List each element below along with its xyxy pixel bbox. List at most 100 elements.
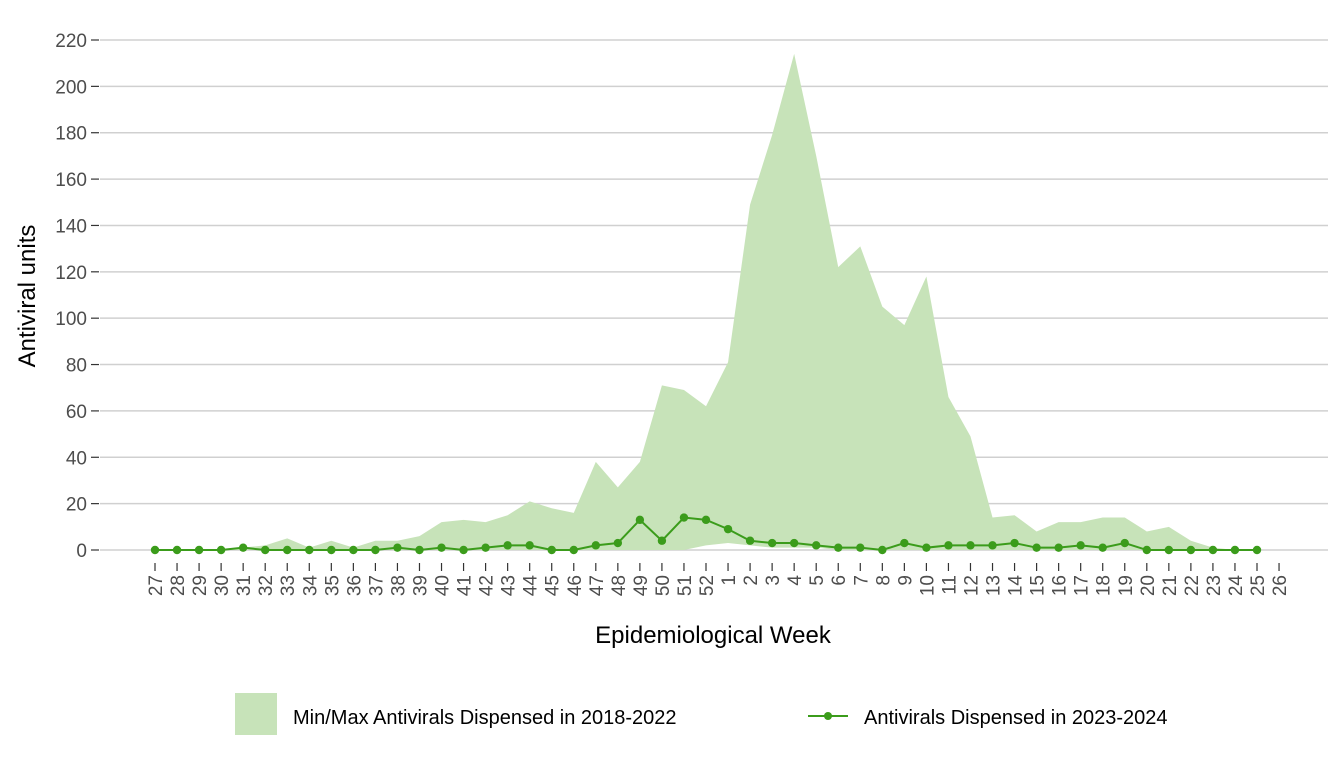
data-point [437, 543, 446, 552]
data-point [1252, 545, 1262, 555]
data-point [878, 545, 887, 555]
x-tick-label: 16 [1050, 575, 1071, 596]
y-tick-label: 220 [55, 31, 87, 52]
data-point [238, 543, 248, 552]
x-tick-label: 38 [388, 575, 409, 596]
data-point [613, 538, 623, 548]
y-tick-label: 180 [55, 124, 87, 145]
x-tick-label: 52 [697, 575, 718, 596]
data-point [194, 545, 204, 555]
legend: Min/Max Antivirals Dispensed in 2018-202… [235, 693, 1168, 735]
x-tick-label: 41 [455, 575, 476, 596]
data-point [172, 545, 182, 555]
legend-swatch-min-max [235, 693, 277, 735]
x-tick-label: 33 [278, 575, 299, 596]
y-tick-label: 160 [55, 170, 87, 191]
data-point [1010, 538, 1019, 548]
data-point [1164, 545, 1174, 555]
data-point [349, 545, 358, 555]
x-tick-label: 5 [807, 575, 828, 586]
x-tick-label: 51 [675, 575, 696, 596]
data-point [966, 541, 975, 550]
data-point [525, 541, 534, 550]
x-tick-label: 8 [873, 575, 894, 586]
min-max-ribbon [155, 53, 1280, 550]
x-tick-label: 13 [984, 575, 1005, 596]
x-tick-label: 29 [190, 575, 211, 596]
x-tick-label: 39 [410, 575, 431, 596]
data-point [701, 515, 711, 525]
y-axis-title: Antiviral units [14, 225, 41, 368]
x-tick-label: 34 [300, 575, 321, 597]
x-tick-label: 1 [719, 575, 740, 586]
x-tick-label: 31 [234, 575, 255, 596]
y-tick-label: 100 [55, 309, 87, 330]
x-tick-label: 22 [1182, 575, 1203, 596]
x-tick-label: 26 [1270, 575, 1291, 596]
x-tick-label: 7 [851, 575, 872, 586]
x-tick-label: 28 [168, 575, 189, 596]
x-tick-label: 50 [653, 575, 674, 596]
x-axis: 27 28 29 30 31 32 33 34 35 36 37 38 39 40 41 42 43 44 45 46… [146, 563, 1291, 596]
x-tick-label: 17 [1072, 575, 1093, 596]
data-point [657, 536, 667, 545]
x-tick-label: 36 [344, 575, 365, 596]
x-tick-label: 24 [1226, 575, 1247, 597]
x-tick-label: 10 [917, 575, 938, 596]
x-tick-label: 21 [1160, 575, 1181, 596]
data-point [150, 545, 160, 555]
data-point [283, 545, 292, 555]
x-tick-label: 18 [1094, 575, 1115, 596]
data-point [216, 545, 226, 555]
x-tick-label: 37 [366, 575, 387, 596]
data-point [767, 538, 777, 548]
x-tick-label: 11 [939, 575, 960, 595]
data-point [1098, 543, 1107, 552]
legend-label-min-max: Min/Max Antivirals Dispensed in 2018-202… [293, 707, 677, 729]
x-tick-label: 35 [322, 575, 343, 596]
x-tick-label: 9 [895, 575, 916, 586]
y-tick-label: 20 [66, 495, 87, 516]
x-tick-label: 27 [146, 575, 167, 596]
data-point [1208, 545, 1218, 555]
data-point [789, 538, 799, 548]
x-tick-label: 43 [499, 575, 520, 596]
data-point [900, 538, 909, 548]
data-point [393, 543, 402, 552]
data-point [679, 513, 689, 522]
x-tick-label: 3 [763, 575, 784, 586]
y-tick-label: 0 [76, 541, 87, 562]
x-tick-label: 23 [1204, 575, 1225, 596]
current-season-line-layer [150, 513, 1262, 555]
data-point [1032, 543, 1041, 552]
data-point [327, 545, 336, 555]
data-point [481, 543, 490, 552]
x-tick-label: 44 [521, 575, 542, 597]
data-point [547, 545, 556, 555]
min-max-ribbon-layer [155, 53, 1280, 550]
x-tick-label: 4 [785, 575, 806, 586]
data-point [305, 545, 314, 555]
y-tick-label: 120 [55, 263, 87, 284]
data-point [922, 543, 931, 552]
legend-label-current-season: Antivirals Dispensed in 2023-2024 [864, 707, 1168, 729]
data-point [591, 541, 600, 550]
y-tick-label: 140 [55, 216, 87, 237]
data-point [261, 545, 270, 555]
x-tick-label: 25 [1248, 575, 1269, 596]
x-tick-label: 30 [212, 575, 233, 596]
y-tick-label: 60 [66, 402, 87, 423]
x-tick-label: 32 [256, 575, 277, 596]
data-point [944, 541, 953, 550]
data-point [856, 543, 865, 552]
x-tick-label: 2 [741, 575, 762, 586]
x-tick-label: 14 [1006, 575, 1027, 597]
x-tick-label: 42 [477, 575, 498, 596]
data-point [1186, 545, 1196, 555]
legend-swatch-point [824, 712, 832, 720]
y-axis: 0 20 40 60 80 100 120 140 160 180 200 220 [55, 31, 99, 562]
data-point [812, 541, 821, 550]
data-point [834, 543, 843, 552]
data-point [1076, 541, 1085, 550]
